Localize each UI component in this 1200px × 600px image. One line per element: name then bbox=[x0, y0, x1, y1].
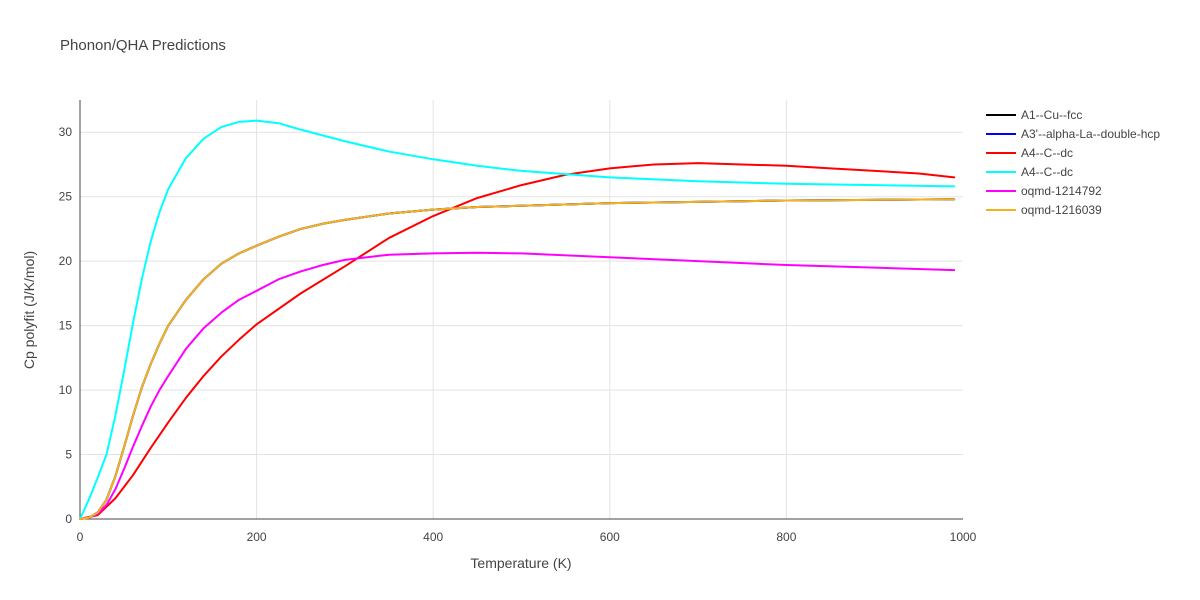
x-tick-label: 800 bbox=[776, 530, 796, 544]
y-tick-label: 5 bbox=[65, 448, 72, 462]
y-tick-label: 0 bbox=[65, 512, 72, 526]
legend-item[interactable]: A3'--alpha-La--double-hcp bbox=[986, 127, 1160, 141]
x-tick-label: 600 bbox=[600, 530, 620, 544]
legend-item[interactable]: A1--Cu--fcc bbox=[986, 108, 1082, 122]
y-tick-label: 10 bbox=[59, 383, 73, 397]
legend-item[interactable]: oqmd-1214792 bbox=[986, 184, 1102, 198]
grid bbox=[80, 100, 963, 519]
y-tick-label: 15 bbox=[59, 319, 73, 333]
y-axis-title: Cp polyfit (J/K/mol) bbox=[21, 251, 37, 369]
legend-label: oqmd-1216039 bbox=[1021, 203, 1102, 217]
series-line-3 bbox=[79, 162, 956, 520]
series-line-4 bbox=[79, 119, 956, 520]
series-line-1 bbox=[79, 198, 956, 520]
legend[interactable]: A1--Cu--fcc A3'--alpha-La--double-hcp A4--… bbox=[986, 108, 1160, 217]
chart-title: Phonon/QHA Predictions bbox=[60, 37, 226, 54]
series-line-2 bbox=[79, 198, 956, 520]
legend-label: A4--C--dc bbox=[1021, 165, 1073, 179]
x-tick-label: 0 bbox=[77, 530, 84, 544]
legend-item[interactable]: oqmd-1216039 bbox=[986, 203, 1102, 217]
legend-label: A4--C--dc bbox=[1021, 146, 1073, 160]
x-axis-title: Temperature (K) bbox=[470, 555, 571, 571]
y-tick-label: 30 bbox=[59, 125, 73, 139]
legend-item[interactable]: A4--C--dc bbox=[986, 146, 1073, 160]
series-line-5 bbox=[79, 251, 956, 520]
axes: 0 200 400 600 800 1000 0 5 10 15 20 25 30 bbox=[59, 100, 977, 544]
legend-item[interactable]: A4--C--dc bbox=[986, 165, 1073, 179]
legend-label: A3'--alpha-La--double-hcp bbox=[1021, 127, 1160, 141]
x-tick-label: 200 bbox=[247, 530, 267, 544]
legend-label: oqmd-1214792 bbox=[1021, 184, 1102, 198]
y-tick-label: 20 bbox=[59, 254, 73, 268]
series-line-6 bbox=[79, 198, 956, 520]
x-tick-label: 400 bbox=[423, 530, 443, 544]
plot-area bbox=[79, 119, 956, 520]
legend-label: A1--Cu--fcc bbox=[1021, 108, 1082, 122]
y-tick-label: 25 bbox=[59, 190, 73, 204]
x-tick-label: 1000 bbox=[950, 530, 977, 544]
